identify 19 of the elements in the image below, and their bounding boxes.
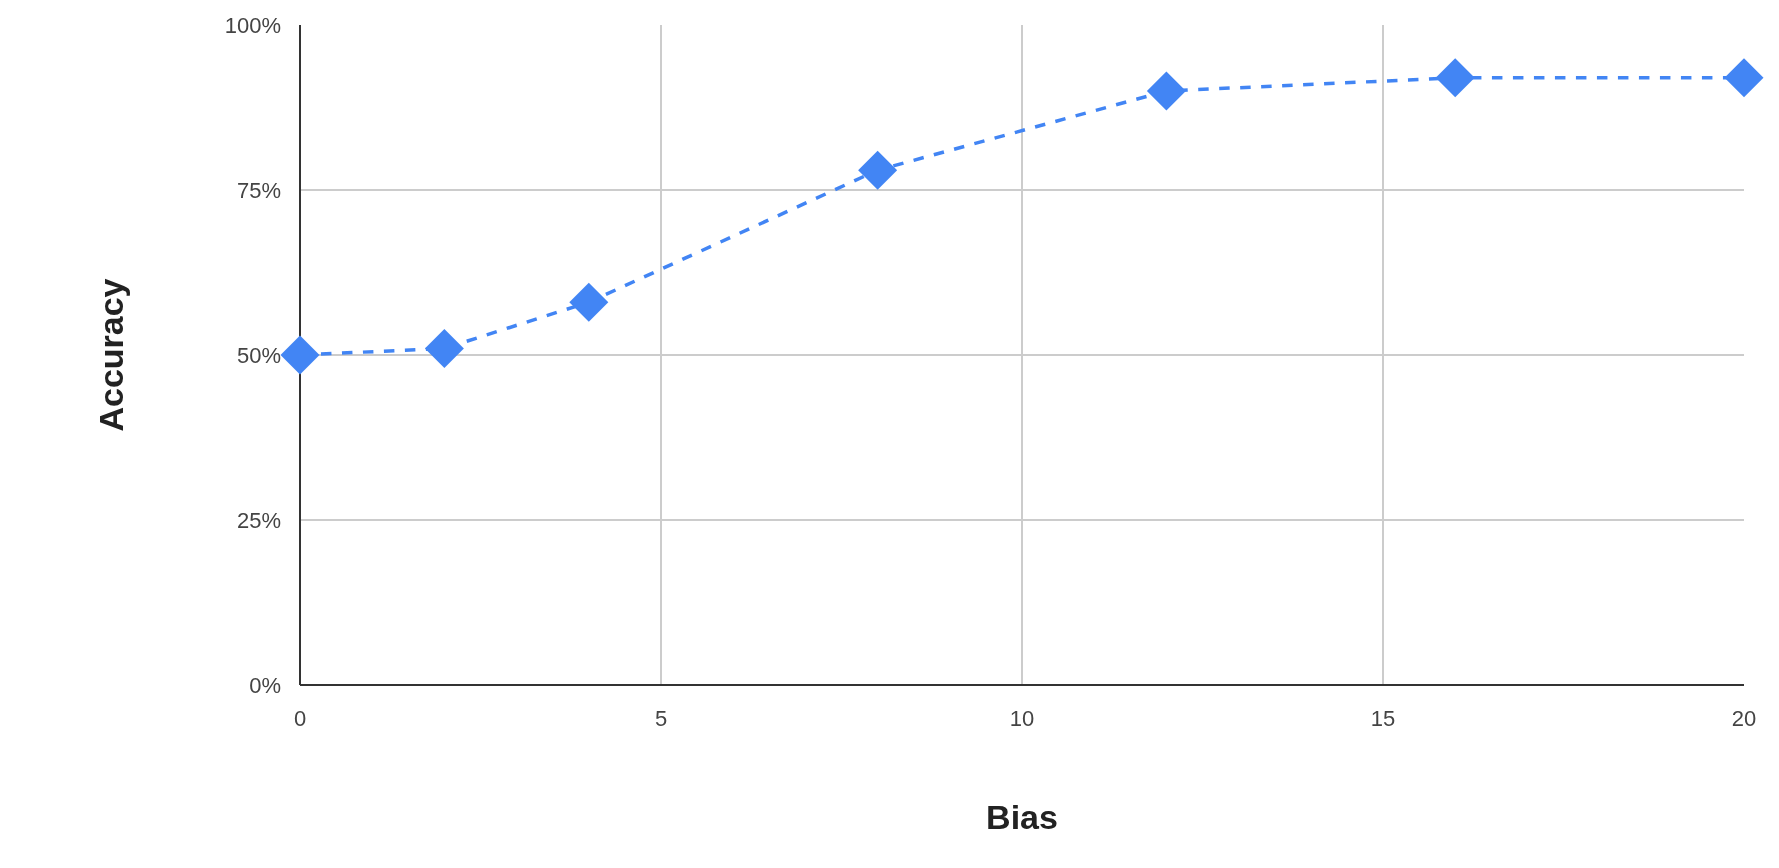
point [424, 328, 464, 368]
x-tick-label: 20 [1731, 706, 1757, 731]
y-tick-label: 75% [236, 177, 281, 203]
point [858, 150, 898, 190]
x-tick-label: 0 [293, 706, 307, 731]
x-tick-label: 5 [654, 706, 668, 731]
y-axis-title: Accuracy [92, 278, 131, 432]
x-tick-label: 15 [1370, 706, 1396, 731]
x-tick-label: 10 [1009, 706, 1035, 731]
point [1146, 71, 1186, 111]
y-tick-label: 100% [224, 12, 281, 38]
y-tick-label: 0% [249, 672, 281, 698]
point [569, 282, 609, 322]
point [1724, 58, 1764, 98]
x-axis-title: Bias [986, 798, 1058, 837]
y-tick-label: 25% [236, 507, 281, 533]
point [1435, 58, 1475, 98]
point [280, 335, 320, 375]
y-tick-label: 50% [236, 342, 281, 368]
